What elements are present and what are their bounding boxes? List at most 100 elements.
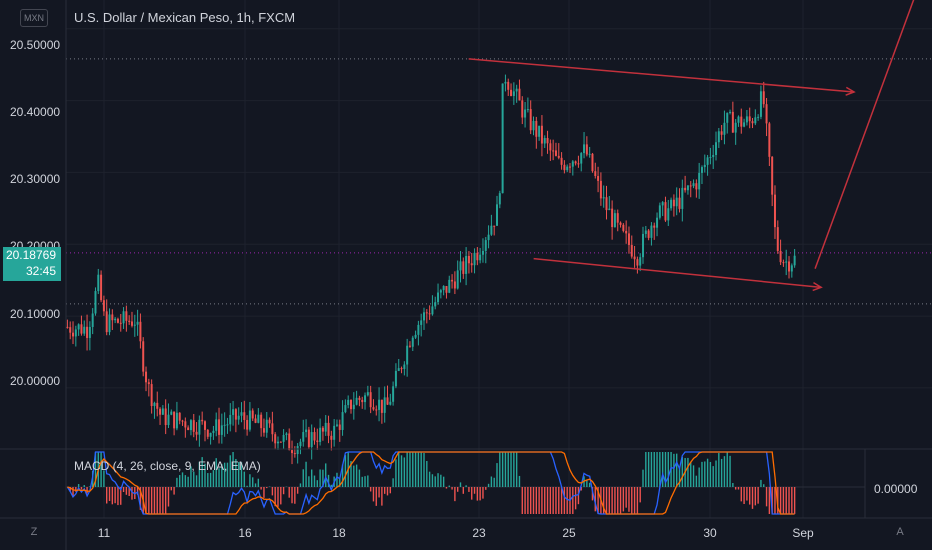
candle-body: [653, 225, 656, 228]
candle-body: [434, 302, 437, 307]
candle-body: [215, 419, 218, 431]
candle-body: [139, 321, 142, 342]
candle-body: [571, 161, 574, 167]
candle-body: [189, 420, 192, 431]
candle-body: [577, 163, 580, 165]
candle-body: [611, 208, 614, 228]
candle-body: [201, 419, 204, 422]
horizontal-levels: [66, 58, 932, 305]
candle-body: [192, 420, 195, 432]
candle-body: [456, 270, 459, 289]
candle-body: [751, 121, 754, 124]
candle-body: [116, 318, 119, 323]
macd-label[interactable]: MACD (4, 26, close, 9, EMA, EMA): [74, 459, 261, 473]
auto-scale-button[interactable]: A: [896, 526, 904, 538]
candle-body: [344, 405, 347, 413]
candle-body: [644, 230, 647, 234]
candle-body: [276, 441, 279, 444]
candle-body: [737, 116, 740, 123]
candle-body: [599, 180, 602, 199]
candle-body: [591, 153, 594, 172]
trendline: [468, 58, 855, 93]
candle-body: [145, 371, 148, 383]
trendline-arrowhead: [845, 86, 856, 96]
candle-body: [406, 345, 409, 365]
candle-body: [86, 326, 89, 338]
candle-body: [670, 199, 673, 209]
candle-body: [383, 397, 386, 413]
candle-body: [333, 425, 336, 440]
candle-body: [417, 324, 420, 335]
candle-body: [512, 91, 515, 96]
candle-body: [484, 240, 487, 251]
candle-body: [153, 402, 156, 407]
symbol-badge[interactable]: MXN: [20, 9, 48, 27]
candle-body: [265, 419, 268, 433]
candle-body: [316, 440, 319, 442]
trendline: [533, 257, 822, 289]
candle-body: [507, 81, 510, 90]
candle-body: [462, 261, 465, 274]
bar-countdown: 32:45: [25, 264, 56, 278]
candle-body: [257, 414, 260, 423]
candle-body: [501, 83, 504, 194]
candle-body: [114, 318, 117, 321]
candle-body: [100, 274, 103, 301]
candle-body: [723, 122, 726, 135]
candle-body: [442, 286, 445, 291]
candle-body: [341, 412, 344, 430]
candle-body: [608, 208, 611, 211]
candle-body: [481, 250, 484, 255]
candle-body: [187, 427, 190, 431]
candle-body: [375, 409, 378, 411]
trendline: [814, 0, 915, 269]
candle-body: [538, 125, 541, 137]
candle-body: [105, 311, 108, 333]
macd-zero-label: 0.00000: [874, 482, 918, 496]
timezone-button[interactable]: Z: [30, 526, 38, 538]
candle-body: [130, 321, 133, 326]
candle-body: [175, 412, 178, 429]
time-label: 23: [472, 526, 486, 540]
candle-body: [251, 410, 254, 419]
candle-body: [428, 313, 431, 315]
candle-body: [386, 397, 389, 405]
candle-body: [524, 109, 527, 118]
candle-body: [703, 164, 706, 168]
candle-body: [372, 407, 375, 410]
trendlines[interactable]: [468, 0, 932, 292]
candle-body: [465, 256, 468, 274]
candle-body: [83, 326, 86, 334]
macd-pane: [66, 451, 865, 515]
candle-body: [588, 153, 591, 155]
time-label: Sep: [792, 526, 814, 540]
candle-body: [321, 427, 324, 432]
candle-body: [529, 109, 532, 131]
candle-body: [543, 138, 546, 144]
candle-body: [102, 300, 105, 312]
candles: [66, 74, 796, 465]
candle-body: [408, 345, 411, 347]
candle-body: [237, 415, 240, 420]
candle-body: [108, 314, 111, 333]
candle-body: [627, 233, 630, 245]
candle-body: [364, 395, 367, 403]
current-price: 20.18769: [5, 248, 56, 262]
candle-body: [206, 429, 209, 437]
candle-body: [773, 194, 776, 228]
trendline-arrowhead: [812, 282, 823, 292]
candle-body: [650, 225, 653, 238]
candle-body: [715, 142, 718, 155]
candle-body: [521, 100, 524, 118]
candle-body: [223, 424, 226, 426]
price-label: 20.30000: [10, 172, 61, 186]
candle-body: [218, 419, 221, 435]
candle-body: [675, 197, 678, 207]
candle-body: [437, 292, 440, 303]
candle-body: [451, 279, 454, 282]
candle-body: [667, 208, 670, 221]
candle-body: [167, 414, 170, 426]
candle-body: [793, 255, 796, 266]
time-label: 16: [238, 526, 252, 540]
